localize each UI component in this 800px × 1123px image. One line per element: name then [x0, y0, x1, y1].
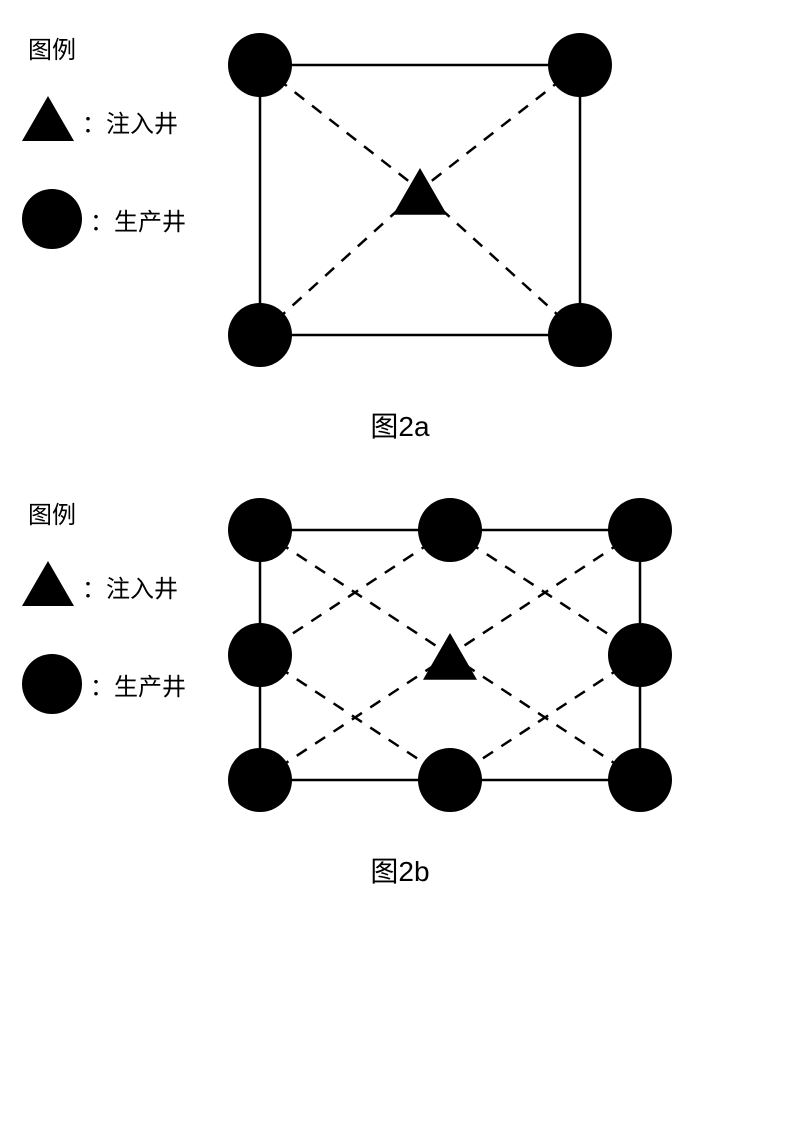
dashed-edge: [260, 655, 450, 780]
production-well-node: [548, 33, 612, 97]
dashed-edge: [450, 655, 640, 780]
legend-injection-label: ：注入井: [82, 104, 178, 139]
legend-injection: ：注入井: [20, 560, 200, 612]
injection-well-node: [423, 633, 477, 680]
dashed-edge: [260, 530, 450, 655]
dashed-edge: [450, 530, 640, 655]
production-well-node: [228, 623, 292, 687]
legend-2a: 图例 ：注入井 ：生产井: [20, 20, 200, 291]
caption-2b: 图2b: [20, 850, 780, 890]
caption-2a: 图2a: [20, 405, 780, 445]
legend-production-label: ：生产井: [90, 202, 186, 237]
production-well-node: [228, 33, 292, 97]
legend-title: 图例: [28, 495, 200, 530]
production-well-node: [228, 303, 292, 367]
circle-icon: [20, 652, 84, 716]
production-well-node: [228, 498, 292, 562]
legend-title: 图例: [28, 30, 200, 65]
legend-production: ：生产井: [20, 187, 200, 251]
diagram-2a: [200, 20, 780, 385]
production-well-node: [228, 748, 292, 812]
legend-injection: ：注入井: [20, 95, 200, 147]
legend-injection-label: ：注入井: [82, 569, 178, 604]
figure-2b: 图例 ：注入井 ：生产井 图2b: [20, 485, 780, 890]
production-well-node: [608, 748, 672, 812]
diagram-2b: [200, 485, 780, 830]
production-well-node: [548, 303, 612, 367]
circle-icon: [20, 187, 84, 251]
legend-production: ：生产井: [20, 652, 200, 716]
triangle-icon: [20, 560, 76, 612]
triangle-icon: [20, 95, 76, 147]
legend-2b: 图例 ：注入井 ：生产井: [20, 485, 200, 756]
production-well-node: [608, 498, 672, 562]
production-well-node: [418, 498, 482, 562]
production-well-node: [608, 623, 672, 687]
figure-2a: 图例 ：注入井 ：生产井 图2a: [20, 20, 780, 445]
production-well-node: [418, 748, 482, 812]
legend-production-label: ：生产井: [90, 667, 186, 702]
